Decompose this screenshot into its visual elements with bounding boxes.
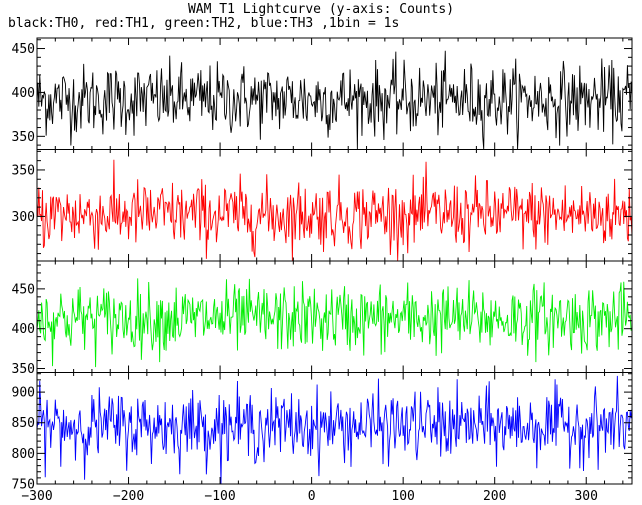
x-tick-label: 100 — [391, 489, 414, 504]
panel-th2: 350 400 450 — [12, 260, 633, 377]
x-tick-label: −300 — [21, 489, 52, 504]
panel-th1: 300 350 — [12, 149, 633, 262]
y-tick-label: 350 — [12, 130, 35, 145]
y-tick-label: 450 — [12, 42, 35, 57]
y-tick-label: 300 — [12, 210, 35, 225]
series-line-th2 — [36, 278, 633, 368]
chart-subtitle: black:TH0, red:TH1, green:TH2, blue:TH3 … — [8, 16, 399, 31]
y-tick-label: 800 — [12, 447, 35, 462]
x-axis: −300 −200 −100 0 100 200 300 — [21, 489, 598, 504]
series-line-th3 — [36, 375, 633, 484]
y-tick-label: 400 — [12, 86, 35, 101]
panel-th3: 750 800 850 900 — [12, 372, 633, 493]
y-tick-label: 900 — [12, 386, 35, 401]
x-tick-label: 200 — [483, 489, 506, 504]
series-line-th0 — [36, 50, 633, 150]
x-tick-label: −200 — [113, 489, 144, 504]
y-tick-label: 350 — [12, 362, 35, 377]
panels: 350 400 450 300 350 350 400 450 750 800 850 900 — [12, 37, 633, 493]
x-tick-label: 0 — [308, 489, 316, 504]
chart-title: WAM T1 Lightcurve (y-axis: Counts) — [188, 2, 454, 17]
series-line-th1 — [36, 159, 633, 261]
x-tick-label: 300 — [574, 489, 597, 504]
panel-frame — [36, 372, 633, 485]
panel-th0: 350 400 450 — [12, 37, 633, 150]
y-tick-label: 350 — [12, 163, 35, 178]
y-tick-label: 450 — [12, 282, 35, 297]
x-tick-label: −100 — [204, 489, 235, 504]
y-tick-label: 400 — [12, 322, 35, 337]
y-tick-label: 750 — [12, 478, 35, 493]
y-tick-label: 850 — [12, 416, 35, 431]
